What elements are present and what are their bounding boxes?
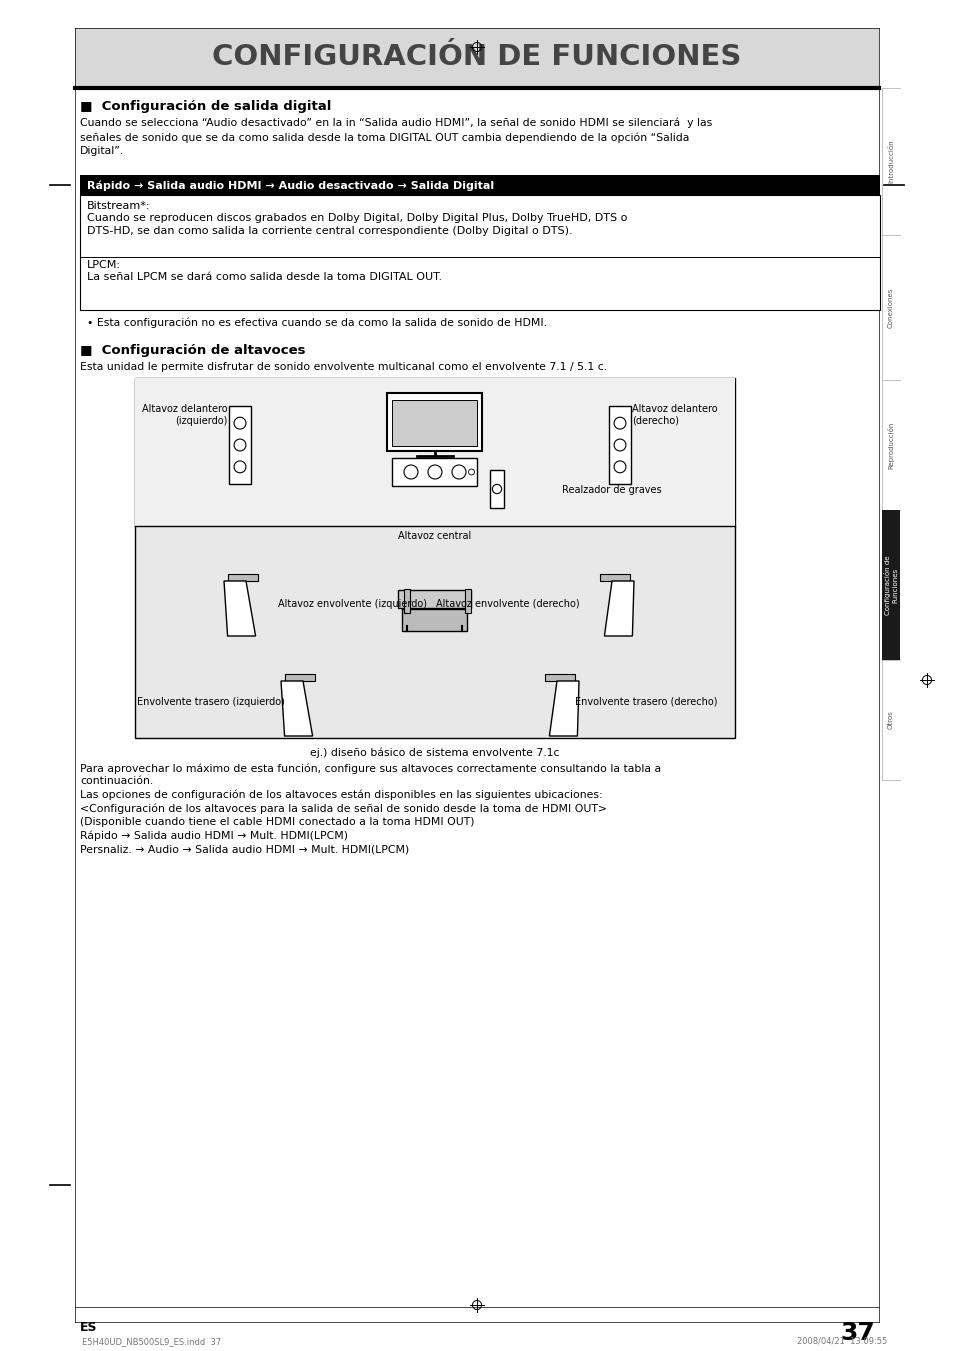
Text: Envolvente trasero (izquierdo): Envolvente trasero (izquierdo) xyxy=(137,697,285,707)
Text: Introducción: Introducción xyxy=(887,139,893,184)
Bar xyxy=(608,407,630,484)
Text: <Configuración de los altavoces para la salida de señal de sonido desde la toma : <Configuración de los altavoces para la … xyxy=(80,804,606,815)
Text: ES: ES xyxy=(80,1321,97,1333)
Text: E5H40UD_NB500SL9_ES.indd  37: E5H40UD_NB500SL9_ES.indd 37 xyxy=(82,1337,221,1346)
Text: Altavoz envolvente (derecho): Altavoz envolvente (derecho) xyxy=(436,598,579,609)
Text: ■  Configuración de salida digital: ■ Configuración de salida digital xyxy=(80,100,331,113)
Bar xyxy=(392,400,477,446)
Text: Altavoz delantero
(izquierdo): Altavoz delantero (izquierdo) xyxy=(142,404,228,426)
Polygon shape xyxy=(224,581,255,636)
Polygon shape xyxy=(281,681,313,736)
Text: CONFIGURACIÓN DE FUNCIONES: CONFIGURACIÓN DE FUNCIONES xyxy=(213,43,740,72)
Bar xyxy=(387,393,482,451)
Bar xyxy=(228,574,257,581)
Text: Para aprovechar lo máximo de esta función, configure sus altavoces correctamente: Para aprovechar lo máximo de esta funció… xyxy=(80,763,660,774)
Text: LPCM:: LPCM: xyxy=(87,259,121,270)
Text: Altavoz central: Altavoz central xyxy=(398,531,471,540)
Text: Rápido → Salida audio HDMI → Audio desactivado → Salida Digital: Rápido → Salida audio HDMI → Audio desac… xyxy=(87,181,494,192)
Text: Las opciones de configuración de los altavoces están disponibles en las siguient: Las opciones de configuración de los alt… xyxy=(80,790,602,801)
Bar xyxy=(544,674,575,681)
Bar xyxy=(80,176,879,195)
Text: Otros: Otros xyxy=(887,711,893,730)
Text: Bitstream*:: Bitstream*: xyxy=(87,201,151,211)
Polygon shape xyxy=(604,581,634,636)
Text: Altavoz delantero
(derecho): Altavoz delantero (derecho) xyxy=(631,404,717,426)
Bar xyxy=(882,509,899,661)
Bar xyxy=(398,590,471,608)
Text: (Disponible cuando tiene el cable HDMI conectado a la toma HDMI OUT): (Disponible cuando tiene el cable HDMI c… xyxy=(80,817,474,827)
Text: Altavoz envolvente (izquierdo): Altavoz envolvente (izquierdo) xyxy=(277,598,427,609)
Bar xyxy=(490,470,503,508)
Text: 37: 37 xyxy=(840,1321,874,1346)
Text: ■  Configuración de altavoces: ■ Configuración de altavoces xyxy=(80,345,305,357)
Bar xyxy=(402,609,467,631)
Bar xyxy=(599,574,629,581)
Text: Cuando se selecciona “Audio desactivado” en la in “Salida audio HDMI”, la señal : Cuando se selecciona “Audio desactivado”… xyxy=(80,118,712,157)
Bar xyxy=(465,589,471,613)
Text: 2008/04/21  13:09:55: 2008/04/21 13:09:55 xyxy=(796,1337,886,1346)
Text: La señal LPCM se dará como salida desde la toma DIGITAL OUT.: La señal LPCM se dará como salida desde … xyxy=(87,272,441,282)
Bar xyxy=(135,378,734,526)
Bar xyxy=(80,195,879,309)
Text: Conexiones: Conexiones xyxy=(887,288,893,328)
Text: • Esta configuración no es efectiva cuando se da como la salida de sonido de HDM: • Esta configuración no es efectiva cuan… xyxy=(87,317,546,328)
Polygon shape xyxy=(549,681,578,736)
Bar xyxy=(285,674,314,681)
Text: Esta unidad le permite disfrutar de sonido envolvente multicanal como el envolve: Esta unidad le permite disfrutar de soni… xyxy=(80,362,606,372)
Text: ej.) diseño básico de sistema envolvente 7.1c: ej.) diseño básico de sistema envolvente… xyxy=(310,748,559,758)
Bar xyxy=(75,28,878,88)
Bar xyxy=(135,378,734,738)
Text: continuación.: continuación. xyxy=(80,777,153,786)
Text: Persnaliz. → Audio → Salida audio HDMI → Mult. HDMI(LPCM): Persnaliz. → Audio → Salida audio HDMI →… xyxy=(80,844,409,854)
Text: Cuando se reproducen discos grabados en Dolby Digital, Dolby Digital Plus, Dolby: Cuando se reproducen discos grabados en … xyxy=(87,213,627,236)
Bar xyxy=(404,589,410,613)
Bar xyxy=(392,458,477,486)
Text: Realzador de graves: Realzador de graves xyxy=(561,485,661,494)
Text: Rápido → Salida audio HDMI → Mult. HDMI(LPCM): Rápido → Salida audio HDMI → Mult. HDMI(… xyxy=(80,831,348,842)
Text: Envolvente trasero (derecho): Envolvente trasero (derecho) xyxy=(575,697,717,707)
Bar xyxy=(229,407,251,484)
Text: Reproducción: Reproducción xyxy=(886,422,894,469)
Text: Configuración de
Funciones: Configuración de Funciones xyxy=(883,555,897,615)
